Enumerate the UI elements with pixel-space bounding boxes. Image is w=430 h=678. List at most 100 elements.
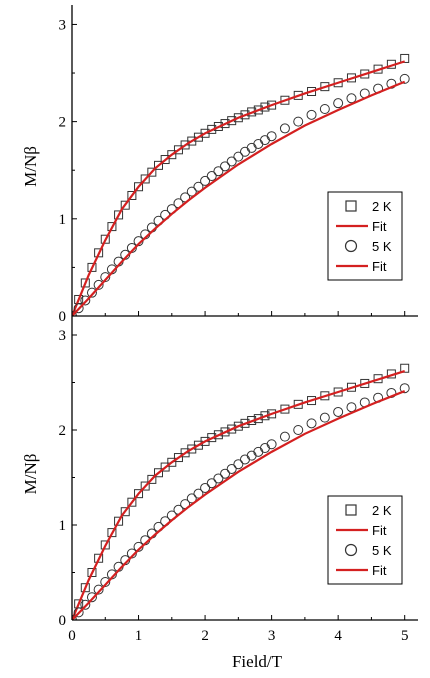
y-tick-label: 2 — [59, 423, 67, 439]
data-point — [127, 190, 137, 200]
data-point — [227, 116, 237, 126]
x-tick-label: 4 — [334, 628, 342, 644]
data-point — [226, 156, 237, 167]
data-point — [100, 540, 110, 550]
data-point — [140, 481, 150, 491]
panel-2: 0 1 2 3 0 1 2 3 4 5 M/Nβ Field/T 2 K Fit 5 K Fit — [21, 316, 418, 671]
data-point — [333, 78, 343, 88]
data-point — [140, 174, 150, 184]
legend-label: Fit — [372, 523, 387, 538]
legend-square-swatch — [345, 200, 357, 212]
data-point — [134, 489, 144, 499]
fit-line — [72, 60, 406, 316]
data-point — [213, 430, 223, 440]
data-point — [120, 200, 130, 210]
data-point — [306, 418, 317, 429]
data-point — [80, 599, 91, 610]
data-point — [227, 424, 237, 434]
data-point — [399, 383, 410, 394]
data-point — [220, 468, 231, 479]
data-point — [167, 457, 177, 467]
data-point — [220, 119, 230, 129]
data-point — [233, 459, 244, 470]
data-point — [333, 98, 344, 109]
data-point — [167, 150, 177, 160]
data-point — [253, 138, 264, 149]
data-point — [80, 583, 90, 593]
data-point — [259, 135, 270, 146]
data-point — [240, 454, 250, 465]
legend: 2 K Fit 5 K Fit — [327, 495, 403, 585]
data-point — [100, 234, 110, 244]
data-point — [233, 113, 243, 123]
data-point — [193, 488, 204, 499]
data-point — [206, 478, 217, 489]
data-point — [80, 278, 90, 288]
y-tick-label: 3 — [59, 328, 67, 344]
legend-square-swatch — [345, 504, 357, 516]
data-point — [246, 142, 257, 153]
data-point — [80, 295, 91, 306]
data-point — [186, 186, 197, 197]
x-tick-label: 2 — [201, 628, 209, 644]
data-point — [346, 93, 357, 104]
y-tick-label: 1 — [59, 518, 67, 534]
data-point — [213, 166, 224, 177]
data-point — [233, 421, 243, 431]
data-point — [93, 279, 104, 290]
data-point — [173, 145, 183, 155]
data-point — [154, 160, 163, 170]
fit-line — [72, 370, 406, 620]
data-point — [94, 553, 104, 563]
data-point — [114, 516, 124, 526]
data-point — [87, 568, 97, 577]
data-point — [280, 404, 290, 414]
data-point — [306, 109, 317, 120]
data-point — [220, 427, 230, 437]
data-point — [220, 161, 231, 172]
legend-label: 2 K — [372, 503, 392, 518]
data-point — [240, 146, 250, 157]
fit-line — [72, 80, 406, 316]
data-point — [173, 453, 183, 463]
x-axis-label: Field/T — [232, 652, 283, 671]
x-tick-label: 3 — [268, 628, 276, 644]
legend-label: Fit — [372, 219, 387, 234]
y-tick-label: 1 — [59, 212, 67, 228]
data-point — [253, 414, 263, 424]
data-point — [193, 181, 204, 192]
data-point — [147, 474, 157, 484]
data-point — [206, 171, 217, 182]
data-point — [399, 73, 410, 84]
x-tick-label: 5 — [401, 628, 409, 644]
legend-label: 5 K — [372, 239, 392, 254]
x-tick-label: 1 — [135, 628, 143, 644]
fit-line — [72, 390, 406, 620]
legend: 2 K Fit 5 K Fit — [327, 191, 403, 281]
y-axis-label: M/Nβ — [21, 146, 40, 187]
series-2k — [72, 363, 410, 620]
data-point — [213, 473, 224, 484]
data-point — [267, 100, 277, 110]
data-point — [86, 287, 97, 298]
data-point — [226, 463, 237, 474]
data-point — [100, 577, 111, 587]
data-point — [246, 450, 257, 461]
y-tick-label: 0 — [59, 309, 67, 325]
data-point — [319, 412, 330, 423]
legend-label: 5 K — [372, 543, 392, 558]
data-point — [293, 116, 304, 127]
plot-area — [72, 53, 410, 316]
data-point — [253, 446, 264, 457]
data-point — [293, 425, 304, 435]
data-point — [73, 607, 84, 618]
data-point — [86, 592, 97, 603]
data-point — [333, 387, 343, 397]
data-point — [259, 443, 270, 454]
y-tick-label: 3 — [59, 17, 67, 33]
data-point — [279, 123, 290, 134]
data-point — [233, 151, 244, 162]
data-point — [266, 439, 277, 450]
legend-label: Fit — [372, 563, 387, 578]
data-point — [160, 155, 170, 165]
